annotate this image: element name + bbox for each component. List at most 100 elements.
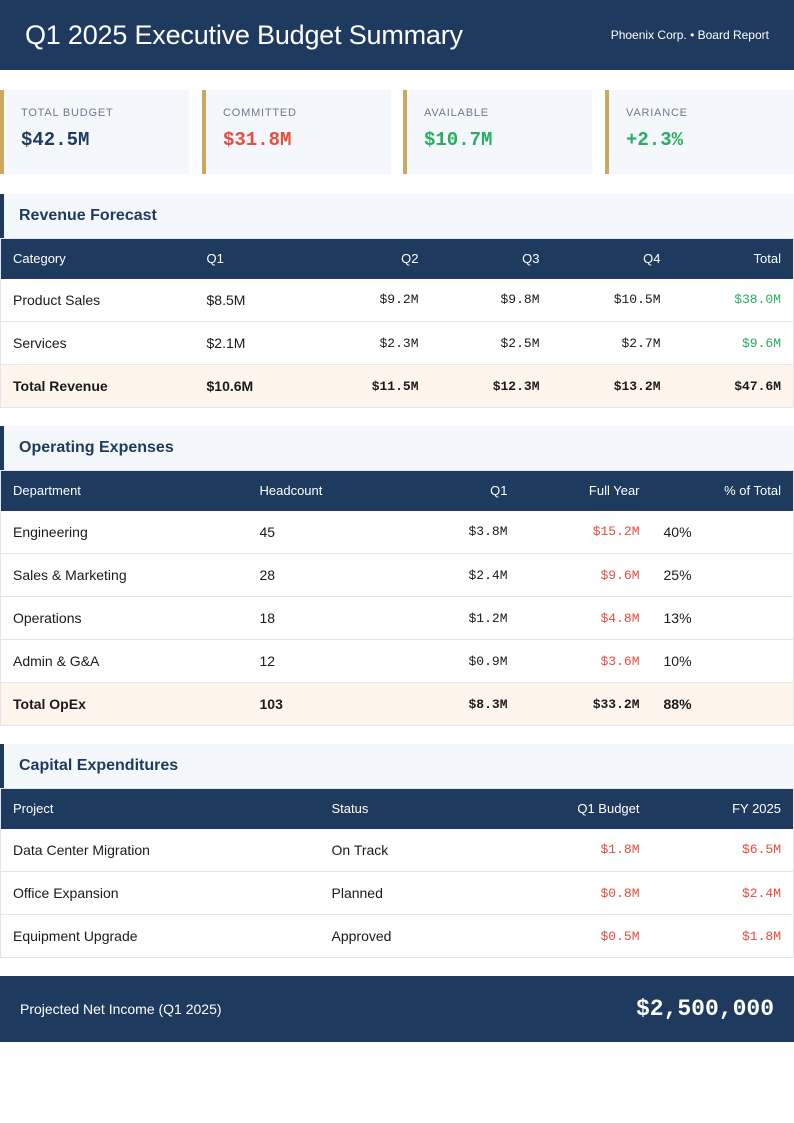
column-header: Category: [0, 238, 195, 279]
column-header: Q1 Budget: [459, 788, 652, 829]
kpi-value: $42.5M: [21, 129, 90, 151]
headcount-cell: 103: [247, 682, 388, 726]
column-header: Q1: [387, 470, 520, 511]
table-header-row: Project Status Q1 Budget FY 2025: [0, 788, 794, 829]
table-row: Office Expansion Planned $0.8M $2.4M: [0, 871, 794, 915]
column-header: Full Year: [519, 470, 652, 511]
table-row: Sales & Marketing 28 $2.4M $9.6M 25%: [0, 553, 794, 597]
column-header: % of Total: [651, 470, 794, 511]
column-header: Project: [0, 788, 320, 829]
project-cell: Data Center Migration: [0, 828, 320, 872]
net-income-label: Projected Net Income (Q1 2025): [20, 1001, 222, 1017]
q4-cell: $10.5M: [551, 278, 673, 322]
opex-section: Operating Expenses Department Headcount …: [0, 426, 794, 726]
department-cell: Sales & Marketing: [0, 553, 248, 597]
table-header-row: Category Q1 Q2 Q3 Q4 Total: [0, 238, 794, 279]
q1-cell: $10.6M: [194, 364, 311, 408]
fy2025-cell: $6.5M: [651, 828, 794, 872]
q2-cell: $9.2M: [310, 278, 431, 322]
kpi-label: COMMITTED: [223, 107, 297, 119]
q1-budget-cell: $1.8M: [459, 828, 652, 872]
table-total-row: Total OpEx 103 $8.3M $33.2M 88%: [0, 682, 794, 726]
revenue-table: Category Q1 Q2 Q3 Q4 Total Product Sales…: [0, 238, 794, 408]
kpi-card-total-budget: TOTAL BUDGET $42.5M: [0, 90, 189, 174]
department-cell: Engineering: [0, 510, 248, 554]
kpi-card-committed: COMMITTED $31.8M: [202, 90, 391, 174]
capex-section: Capital Expenditures Project Status Q1 B…: [0, 744, 794, 958]
table-row: Product Sales $8.5M $9.2M $9.8M $10.5M $…: [0, 278, 794, 322]
column-header: Total: [672, 238, 794, 279]
table-row: Engineering 45 $3.8M $15.2M 40%: [0, 510, 794, 554]
q1-cell: $3.8M: [387, 510, 520, 554]
category-cell: Total Revenue: [0, 364, 195, 408]
total-cell: $47.6M: [672, 364, 794, 408]
q1-cell: $2.1M: [194, 321, 311, 365]
q1-cell: $1.2M: [387, 596, 520, 640]
q3-cell: $9.8M: [430, 278, 552, 322]
report-header: Q1 2025 Executive Budget Summary Phoenix…: [0, 0, 794, 70]
department-cell: Total OpEx: [0, 682, 248, 726]
full-year-cell: $4.8M: [519, 596, 652, 640]
headcount-cell: 45: [247, 510, 388, 554]
q4-cell: $13.2M: [551, 364, 673, 408]
kpi-value: $31.8M: [223, 129, 292, 151]
section-title: Revenue Forecast: [0, 194, 794, 238]
q1-cell: $8.5M: [194, 278, 311, 322]
q1-cell: $2.4M: [387, 553, 520, 597]
net-income-value: $2,500,000: [635, 996, 774, 1022]
table-total-row: Total Revenue $10.6M $11.5M $12.3M $13.2…: [0, 364, 794, 408]
capex-table: Project Status Q1 Budget FY 2025 Data Ce…: [0, 788, 794, 958]
full-year-cell: $15.2M: [519, 510, 652, 554]
table-row: Services $2.1M $2.3M $2.5M $2.7M $9.6M: [0, 321, 794, 365]
pct-cell: 10%: [651, 639, 794, 683]
table-row: Operations 18 $1.2M $4.8M 13%: [0, 596, 794, 640]
column-header: Q2: [310, 238, 431, 279]
table-row: Admin & G&A 12 $0.9M $3.6M 10%: [0, 639, 794, 683]
status-cell: Approved: [319, 914, 460, 958]
project-cell: Equipment Upgrade: [0, 914, 320, 958]
report-subtitle: Phoenix Corp. • Board Report: [610, 28, 769, 42]
category-cell: Services: [0, 321, 195, 365]
full-year-cell: $3.6M: [519, 639, 652, 683]
table-row: Equipment Upgrade Approved $0.5M $1.8M: [0, 914, 794, 958]
column-header: FY 2025: [651, 788, 794, 829]
pct-cell: 25%: [651, 553, 794, 597]
kpi-label: TOTAL BUDGET: [21, 107, 114, 119]
q3-cell: $12.3M: [430, 364, 552, 408]
net-income-footer: Projected Net Income (Q1 2025) $2,500,00…: [0, 976, 794, 1042]
status-cell: Planned: [319, 871, 460, 915]
pct-cell: 40%: [651, 510, 794, 554]
kpi-card-available: AVAILABLE $10.7M: [403, 90, 592, 174]
q1-cell: $0.9M: [387, 639, 520, 683]
column-header: Status: [319, 788, 460, 829]
column-header: Q4: [551, 238, 673, 279]
revenue-section: Revenue Forecast Category Q1 Q2 Q3 Q4 To…: [0, 194, 794, 408]
column-header: Q1: [194, 238, 311, 279]
q2-cell: $11.5M: [310, 364, 431, 408]
kpi-value: +2.3%: [626, 129, 684, 151]
column-header: Department: [0, 470, 248, 511]
headcount-cell: 18: [247, 596, 388, 640]
column-header: Q3: [430, 238, 552, 279]
total-cell: $9.6M: [672, 321, 794, 365]
q1-budget-cell: $0.8M: [459, 871, 652, 915]
status-cell: On Track: [319, 828, 460, 872]
q2-cell: $2.3M: [310, 321, 431, 365]
full-year-cell: $9.6M: [519, 553, 652, 597]
column-header: Headcount: [247, 470, 388, 511]
pct-cell: 13%: [651, 596, 794, 640]
kpi-card-variance: VARIANCE +2.3%: [605, 90, 794, 174]
fy2025-cell: $1.8M: [651, 914, 794, 958]
headcount-cell: 28: [247, 553, 388, 597]
headcount-cell: 12: [247, 639, 388, 683]
project-cell: Office Expansion: [0, 871, 320, 915]
q4-cell: $2.7M: [551, 321, 673, 365]
fy2025-cell: $2.4M: [651, 871, 794, 915]
total-cell: $38.0M: [672, 278, 794, 322]
table-row: Data Center Migration On Track $1.8M $6.…: [0, 828, 794, 872]
department-cell: Admin & G&A: [0, 639, 248, 683]
department-cell: Operations: [0, 596, 248, 640]
report-title: Q1 2025 Executive Budget Summary: [25, 19, 463, 50]
q1-budget-cell: $0.5M: [459, 914, 652, 958]
q1-cell: $8.3M: [387, 682, 520, 726]
